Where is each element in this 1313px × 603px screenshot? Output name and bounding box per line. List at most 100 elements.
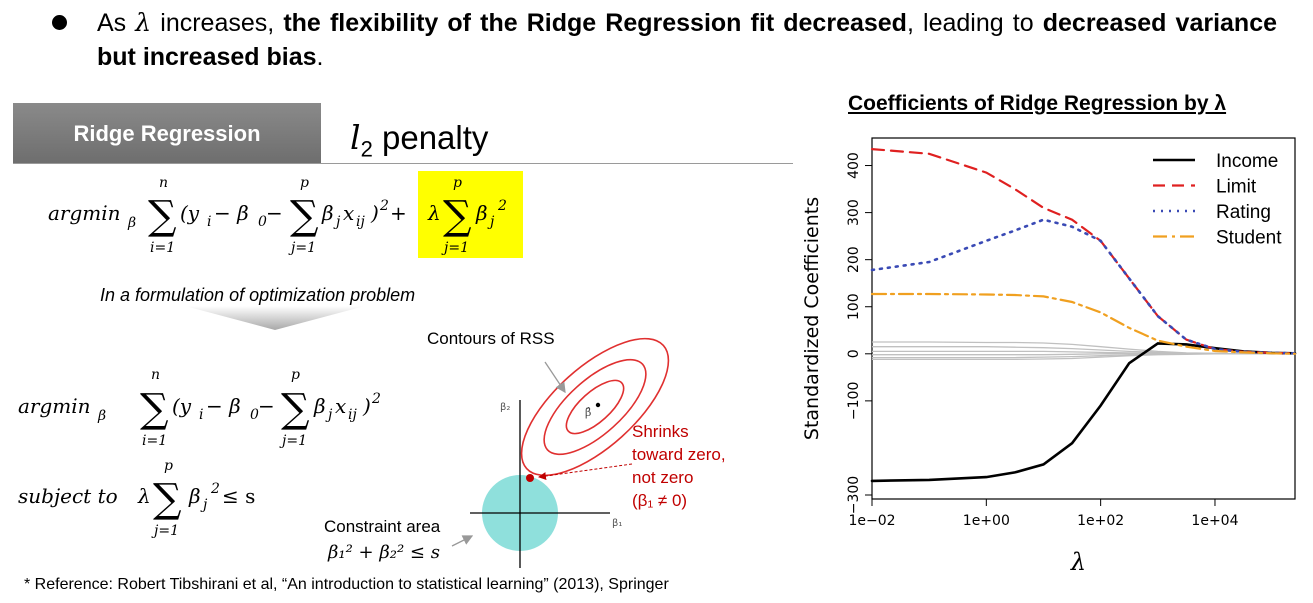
svg-text:λ: λ — [427, 201, 441, 225]
chart-title: Coefficients of Ridge Regression by λ — [848, 92, 1227, 115]
other-coefficient-line — [872, 353, 1295, 361]
legend-label-income: Income — [1216, 151, 1278, 172]
svg-text:2: 2 — [379, 198, 389, 214]
svg-text:β: β — [127, 215, 136, 231]
ridge-solution-point — [526, 474, 534, 482]
series-line-rating — [870, 218, 1297, 355]
svg-text:λ: λ — [137, 484, 151, 508]
svg-text:∑: ∑ — [148, 193, 177, 239]
formulation-note: In a formulation of optimization problem — [100, 285, 416, 305]
x-axis-label: λ — [1070, 548, 1086, 576]
svg-text:subject to: subject to — [18, 484, 118, 508]
svg-text:β: β — [188, 484, 201, 508]
svg-text:i=1: i=1 — [142, 433, 167, 449]
svg-text:n: n — [151, 367, 160, 383]
svg-text:−: − — [258, 394, 275, 418]
series-line-income — [870, 342, 1297, 483]
y-tick-label: 200 — [846, 246, 862, 273]
svg-text:): ) — [362, 394, 371, 418]
rss-contour-inner — [565, 379, 625, 435]
reference-note: * Reference: Robert Tibshirani et al, “A… — [24, 576, 669, 593]
ridge-coefficient-chart: −300 −100 0 100 200 300 400 1e−02 1e+00 1e+02 1e+0… — [801, 137, 1297, 576]
bullet-dot — [52, 15, 67, 30]
svg-text:i: i — [199, 407, 203, 423]
funnel-arrow — [185, 306, 365, 330]
y-tick-label: −100 — [846, 382, 862, 420]
svg-text:− β: − β — [206, 394, 241, 418]
ridge-objective-formula: argmin β ∑ n i=1 (y i − β 0 − ∑ p j=1 β … — [48, 175, 507, 256]
svg-text:j=1: j=1 — [279, 433, 307, 449]
beta-hat-point — [595, 402, 601, 408]
series-line-student — [870, 292, 1297, 355]
svg-text:argmin: argmin — [18, 394, 91, 418]
legend-label-limit: Limit — [1216, 177, 1257, 198]
svg-text:0: 0 — [258, 214, 267, 230]
rss-contour-outer — [520, 337, 670, 477]
svg-text:ij: ij — [348, 407, 357, 423]
bullet-bold-2: decreased variance but increased bias — [97, 9, 1278, 71]
svg-text:p: p — [164, 458, 173, 474]
penalty-highlight — [418, 171, 523, 258]
rss-contour-middle — [543, 358, 647, 456]
x-tick-label: 1e+00 — [963, 513, 1010, 529]
svg-text:(y: (y — [172, 394, 192, 418]
svg-text:argmin: argmin — [48, 201, 121, 225]
legend-label-rating: Rating — [1216, 202, 1271, 223]
y-tick-label: 300 — [846, 199, 862, 226]
svg-text:∑: ∑ — [290, 193, 319, 239]
constraint-label: Constraint area — [324, 517, 441, 536]
svg-text:−: − — [266, 201, 283, 225]
header-underline — [13, 163, 793, 164]
bullet-text: As λ increases, the flexibility of the R… — [97, 8, 1278, 71]
svg-text:p: p — [453, 175, 462, 191]
svg-text:0: 0 — [250, 407, 259, 423]
plot-frame — [871, 137, 1296, 500]
constraint-formula-small: β₁² + β₂² ≤ s — [328, 542, 440, 563]
y-tick-label: 0 — [846, 349, 862, 358]
ridge-header-label: Ridge Regression — [73, 121, 261, 146]
y-tick-label: 100 — [846, 293, 862, 320]
l2-penalty-label: l2 penalty — [350, 118, 489, 162]
y-tick-label: −300 — [846, 476, 862, 514]
svg-text:2: 2 — [497, 198, 507, 214]
svg-text:j=1: j=1 — [441, 240, 469, 256]
legend-label-student: Student — [1216, 228, 1282, 249]
svg-text:j: j — [200, 497, 208, 513]
svg-text:x: x — [335, 394, 346, 418]
svg-text:n: n — [159, 175, 168, 191]
svg-text:j: j — [325, 407, 333, 423]
x-tick-label: 1e+04 — [1191, 513, 1238, 529]
svg-text:j=1: j=1 — [151, 523, 179, 539]
svg-text:β: β — [475, 201, 488, 225]
beta1-label: β₁ — [612, 518, 622, 529]
svg-text:≤ s: ≤ s — [222, 484, 255, 508]
svg-text:∑: ∑ — [281, 386, 310, 432]
ridge-header-box — [13, 103, 321, 163]
svg-text:j: j — [487, 214, 495, 230]
svg-text:2: 2 — [371, 391, 381, 407]
svg-text:β: β — [313, 394, 326, 418]
svg-text:∑: ∑ — [153, 476, 182, 522]
svg-text:j=1: j=1 — [288, 240, 316, 256]
shrink-label: Shrinks toward zero, not zero (β₁ ≠ 0) — [632, 422, 726, 510]
constraint-formula: subject to λ ∑ p j=1 β j 2 ≤ s — [18, 458, 255, 539]
svg-text:i: i — [207, 214, 211, 230]
x-tick-label: 1e+02 — [1077, 513, 1124, 529]
svg-text:i=1: i=1 — [150, 240, 175, 256]
svg-text:p: p — [291, 367, 300, 383]
svg-text:j: j — [333, 214, 341, 230]
svg-text:(y: (y — [180, 201, 200, 225]
svg-text:∑: ∑ — [140, 386, 169, 432]
y-tick-label: 400 — [846, 152, 862, 179]
rss-formula: argmin β ∑ n i=1 (y i − β 0 − ∑ p j=1 β … — [18, 367, 381, 449]
y-axis-label: Standardized Coefficients — [801, 197, 823, 440]
contours-label: Contours of RSS — [427, 329, 555, 348]
svg-text:ij: ij — [356, 214, 365, 230]
svg-text:+: + — [390, 201, 407, 225]
bullet-bold-1: the flexibility of the Ridge Regression … — [283, 9, 907, 37]
svg-text:): ) — [370, 201, 379, 225]
beta-hat-label: β̂ — [585, 406, 591, 419]
svg-text:β: β — [321, 201, 334, 225]
svg-text:2: 2 — [210, 481, 220, 497]
svg-text:β: β — [97, 408, 106, 424]
